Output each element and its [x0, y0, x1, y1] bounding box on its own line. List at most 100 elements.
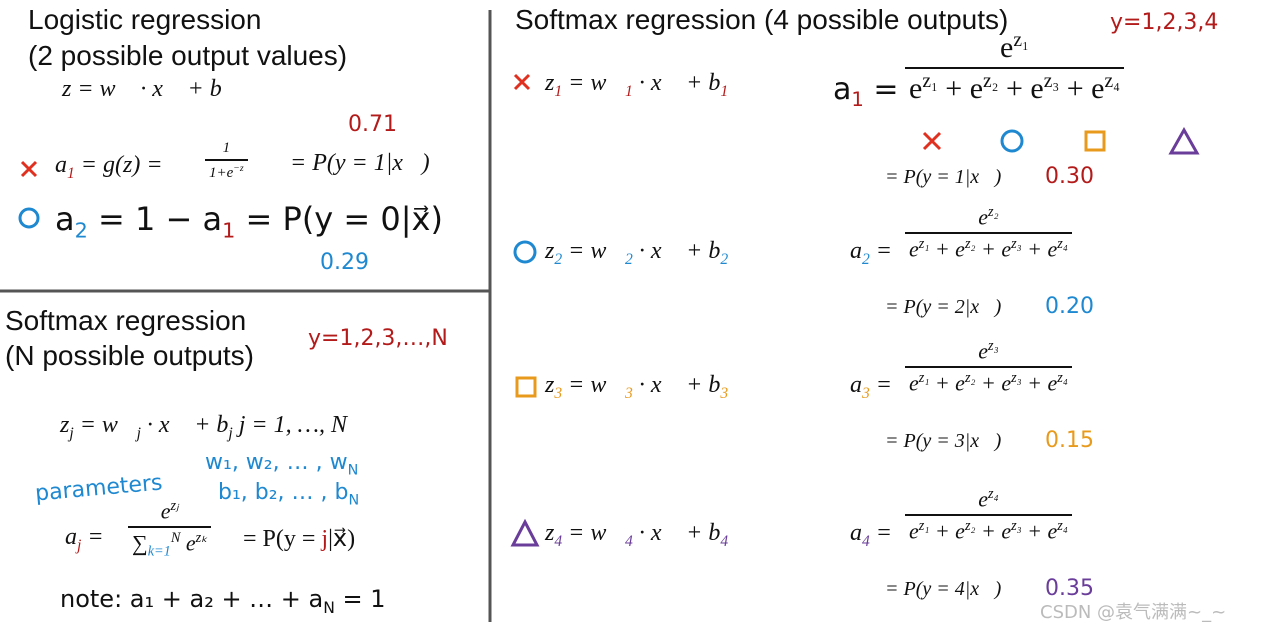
formula: a4 = — [850, 520, 892, 551]
annotation: 0.71 — [348, 112, 397, 137]
circle-marker — [1000, 129, 1024, 153]
fraction: 1 1+e−z — [205, 140, 248, 182]
math-part: = w⃗ — [73, 412, 137, 438]
title: Logistic regression — [28, 4, 262, 35]
fraction: ez₂ ez₁ + ez₂ + ez₃ + ez₄ — [905, 204, 1072, 263]
denominator: ez₁ + ez₂ + ez₃ + ez₄ — [905, 514, 1072, 544]
denominator: ∑k=1N ezₖ — [128, 526, 212, 561]
math-part: 2 — [720, 250, 729, 268]
math-part: 1 — [222, 140, 231, 156]
math-part: z₄ — [988, 486, 999, 502]
math-part: a — [850, 520, 862, 546]
math-part: a — [55, 152, 67, 178]
math-part: z — [545, 372, 555, 398]
math-part: = P(y = — [243, 526, 322, 552]
math-part: −z — [233, 163, 244, 174]
denominator: 1+e−z — [205, 159, 248, 182]
math-part: 1 — [67, 164, 75, 182]
math-part: z₁ — [1013, 30, 1029, 51]
numerator: ez₄ — [974, 486, 1002, 514]
math-part: + e — [1021, 236, 1058, 262]
math-part: z — [60, 412, 70, 438]
math-part: a — [850, 372, 862, 398]
math-part: N — [170, 530, 181, 547]
math-part: z₁ — [918, 370, 930, 387]
math-part: e — [180, 530, 196, 556]
math-part: + e — [975, 370, 1012, 396]
fraction: ezⱼ ∑k=1N ezₖ — [128, 498, 212, 561]
math-part: = w⃗ — [562, 520, 626, 546]
circle-marker — [513, 240, 537, 264]
math-part: N — [347, 462, 359, 479]
math-part: z₃ — [1011, 236, 1022, 253]
note: note: a₁ + a₂ + … + aN = 1 — [60, 585, 386, 617]
math-part: 3 — [625, 384, 633, 402]
math-part: z₄ — [1057, 370, 1068, 387]
math-part: 2 — [74, 218, 88, 243]
math-part: j — [69, 424, 74, 442]
math-part: · x⃗ + b — [140, 412, 229, 438]
math-part: = w⃗ — [562, 238, 626, 264]
cross-marker — [922, 131, 942, 151]
math-part: = — [863, 72, 899, 107]
cross-marker — [20, 160, 38, 178]
math-part: + e — [929, 518, 965, 544]
annotation: y=1,2,3,…,N — [308, 326, 448, 351]
math-part: = g(z) = — [74, 152, 163, 178]
math-part: zⱼ — [170, 498, 179, 514]
numerator: 1 — [219, 140, 235, 159]
math-part: j — [136, 424, 141, 442]
formula: = P(y = 1|x⃗) — [290, 150, 430, 177]
math-part: 2 — [625, 250, 633, 268]
annotation: y=1,2,3,4 — [1110, 10, 1219, 35]
math-part: + e — [998, 72, 1044, 105]
math-part: 1+e — [209, 165, 234, 181]
formula: a1 = — [833, 72, 899, 111]
math-part: 1 — [554, 82, 563, 100]
formula: = P(y = 1|x⃗) — [885, 166, 1002, 188]
math-part: z₂ — [964, 370, 976, 387]
denominator: ez₁ + ez₂ + ez₃ + ez₄ — [905, 232, 1072, 262]
formula: z = w⃗ · x⃗ + b — [62, 76, 222, 103]
fraction: ez₄ ez₁ + ez₂ + ez₃ + ez₄ — [905, 486, 1072, 545]
denominator: ez₁ + ez₂ + ez₃ + ez₄ — [905, 67, 1124, 106]
math-part: j — [77, 536, 82, 554]
math-part: a — [55, 200, 75, 238]
math-part: z₂ — [983, 71, 999, 92]
math-part: z₄ — [1057, 518, 1068, 535]
math-part: j — [321, 526, 329, 552]
math-part: e — [978, 204, 989, 230]
math-part: + e — [929, 370, 965, 396]
math-part: 1 — [222, 218, 236, 243]
triangle-marker — [510, 518, 540, 547]
formula: a3 = — [850, 372, 892, 403]
formula: zj = w⃗j · x⃗ + bj j = 1, …, N — [60, 412, 347, 443]
math-part: z — [545, 70, 555, 96]
formula: = P(y = 4|x⃗) — [885, 578, 1002, 600]
fraction: ez₃ ez₁ + ez₂ + ez₃ + ez₄ — [905, 338, 1072, 397]
math-part: e — [909, 236, 919, 262]
math-part: + e — [1021, 370, 1058, 396]
formula: z1 = w⃗1 · x⃗ + b1 — [545, 70, 728, 101]
numerator: ezⱼ — [157, 498, 183, 526]
math-part: · x⃗ + b — [632, 520, 721, 546]
math-part: 1 — [851, 88, 864, 111]
math-part: · x⃗ + b — [632, 372, 721, 398]
math-part: k=1 — [147, 544, 171, 561]
math-part: z₃ — [1043, 71, 1060, 92]
numerator: ez₃ — [974, 338, 1002, 366]
annotation: w₁, w₂, … , wN — [205, 450, 358, 478]
math-part: 2 — [554, 250, 563, 268]
math-part: 1 — [720, 82, 729, 100]
math-part: z₁ — [918, 518, 930, 535]
math-part: z₄ — [1057, 236, 1068, 253]
math-part: z₃ — [988, 338, 999, 354]
math-part: z₁ — [918, 236, 930, 253]
math-part: = 1 − a — [87, 200, 223, 238]
math-part: |x⃗) — [328, 526, 356, 552]
denominator: ez₁ + ez₂ + ez₃ + ez₄ — [905, 366, 1072, 396]
math-part: w₁, w₂, … , w — [205, 450, 348, 475]
numerator: ez₁ — [996, 30, 1033, 67]
